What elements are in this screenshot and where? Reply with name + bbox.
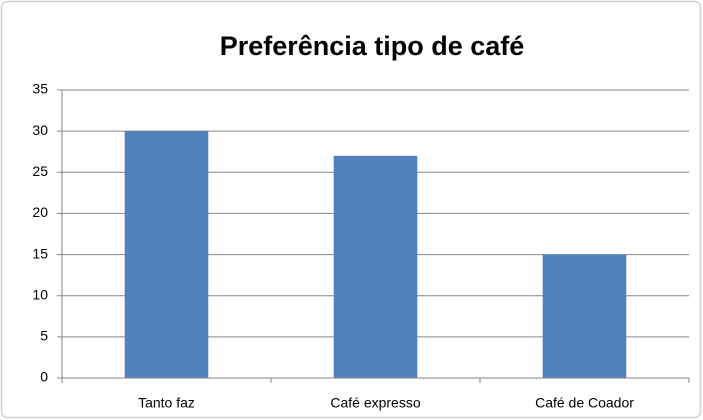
- bar: [124, 131, 209, 378]
- y-tick-label: 30: [32, 122, 48, 138]
- bar: [542, 254, 627, 378]
- bar: [333, 155, 418, 378]
- y-tick-label: 35: [32, 81, 48, 97]
- y-tick-label: 25: [32, 163, 48, 179]
- y-tick-label: 0: [40, 369, 48, 385]
- y-tick-label: 20: [32, 204, 48, 220]
- chart-title: Preferência tipo de café: [220, 31, 525, 61]
- y-tick-label: 15: [32, 245, 48, 261]
- y-tick-label: 10: [32, 286, 48, 302]
- y-tick-label: 5: [40, 328, 48, 344]
- x-tick-label: Café de Coador: [535, 395, 634, 411]
- x-tick-label: Tanto faz: [138, 395, 195, 411]
- x-tick-label: Café expresso: [330, 395, 420, 411]
